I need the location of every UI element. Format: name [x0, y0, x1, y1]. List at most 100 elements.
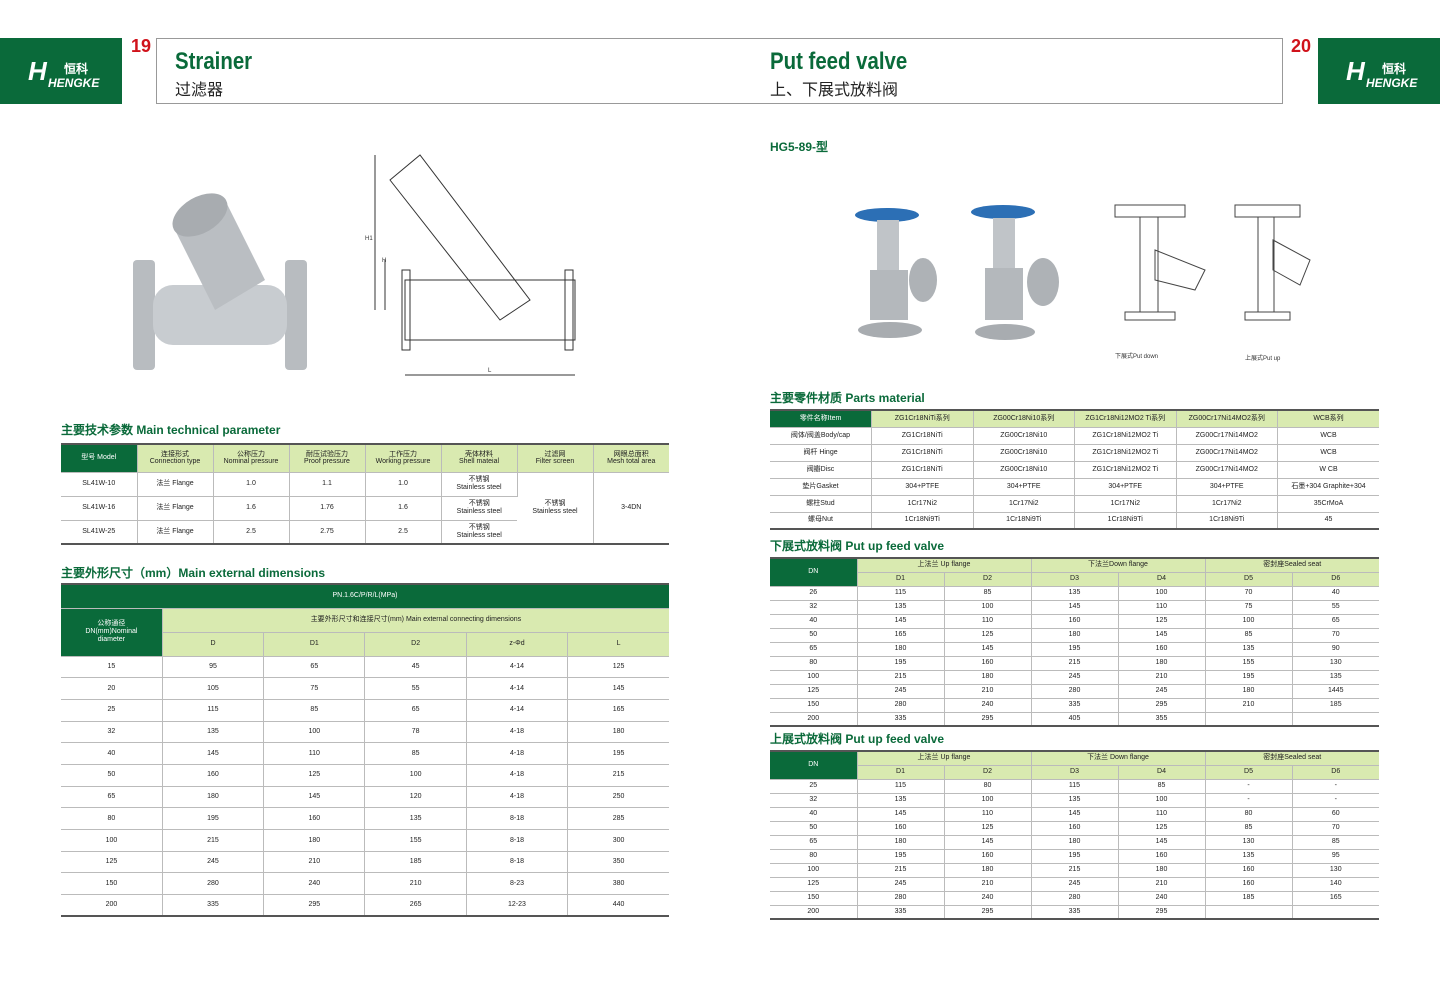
table-cell: 280: [1031, 684, 1119, 699]
table-cell: ZG00Cr17Ni14MO2: [1176, 461, 1278, 479]
logo-mark: H: [1346, 56, 1366, 86]
page-title-left: Strainer: [175, 48, 253, 75]
table-cell: ZG00Cr17Ni14MO2: [1176, 444, 1278, 462]
table-cell: 85: [364, 742, 467, 765]
table-cell: 不锈钢 Stainless steel: [517, 472, 594, 545]
table-cell: 350: [567, 851, 669, 874]
table-cell: 100: [1118, 793, 1206, 808]
table-cell: 85: [1292, 835, 1379, 850]
table-cell: 240: [263, 872, 366, 896]
table-cell: 405: [1031, 712, 1119, 727]
table-cell: 304+PTFE: [871, 478, 974, 496]
table-cell: 280: [857, 698, 945, 713]
table-cell: PN.1.6C/P/R/L(MPa): [61, 584, 669, 609]
table-row: 65 180 145 180 145 130 85: [770, 835, 1379, 850]
table-cell: 40: [1292, 586, 1379, 601]
model-label: HG5-89-型: [770, 140, 829, 154]
table-cell: 70: [1205, 586, 1293, 601]
table-cell: 130: [1205, 835, 1293, 850]
table-cell: 连接形式 Connection type: [137, 444, 214, 473]
table-cell: 300: [567, 829, 669, 852]
table-cell: 公称通径 DN(mm)Nominal diameter: [61, 608, 163, 657]
table-cell: 280: [162, 872, 265, 896]
table-cell: 100: [61, 829, 163, 852]
table-cell: 304+PTFE: [1176, 478, 1278, 496]
logo-right: H 恒科 HENGKE: [1318, 38, 1440, 104]
table-cell: 145: [567, 677, 669, 700]
logo-text: HENGKE: [48, 76, 100, 90]
table-cell: 195: [1205, 670, 1293, 685]
logo-cn: 恒科: [1382, 62, 1407, 76]
table-row: 125 245 210 185 8-18 350: [61, 851, 669, 874]
table-cell: 1Cr17Ni2: [1176, 495, 1278, 513]
table-cell: 90: [1292, 642, 1379, 657]
table-cell: 下法兰 Down flange: [1031, 751, 1206, 766]
table-cell: 4-14: [466, 677, 569, 700]
table-cell: 公称压力 Nominal pressure: [213, 444, 290, 473]
table-cell: 4-18: [466, 786, 569, 809]
table-row: 65 180 145 120 4-18 250: [61, 786, 669, 809]
header-box: [156, 38, 1283, 104]
table-cell: 165: [857, 628, 945, 643]
table-row: 80 195 160 135 8-18 285: [61, 807, 669, 830]
table-cell: 200: [770, 905, 858, 920]
table-cell: SL41W-16: [61, 496, 138, 521]
table-cell: D2: [364, 632, 467, 657]
table-row: 阀体/阀盖Body/cap ZG1Cr18NiTi ZG00Cr18Ni10 ZG1C…: [770, 427, 1379, 445]
table-cell: 8-18: [466, 851, 569, 874]
table-cell: 4-18: [466, 764, 569, 787]
table-cell: 245: [857, 684, 945, 699]
table-cell: 140: [1292, 877, 1379, 892]
table-cell: 65: [770, 835, 858, 850]
table-row: 零件名称Item ZG1Cr18NiTi系列 ZG00Cr18Ni10系列 ZG1Cr…: [770, 410, 1379, 428]
table-cell: 145: [944, 642, 1032, 657]
table-cell: 3-4DN: [593, 472, 669, 545]
table-cell: 180: [1031, 628, 1119, 643]
table-cell: 85: [263, 699, 366, 722]
table-row: D D1 D2 z-Φd L: [61, 632, 669, 657]
table-cell: 1.6: [213, 496, 290, 521]
table-cell: ZG00Cr17Ni14MO2: [1176, 427, 1278, 445]
table-row: D1 D2 D3 D4 D5 D6: [770, 765, 1379, 780]
table-cell: 335: [162, 894, 265, 917]
table-row: 40 145 110 145 110 80 60: [770, 807, 1379, 822]
table-cell: 125: [770, 877, 858, 892]
table-cell: 180: [162, 786, 265, 809]
table-cell: 135: [1031, 793, 1119, 808]
table-cell: 1445: [1292, 684, 1379, 699]
table-cell: 180: [944, 670, 1032, 685]
table-cell: 85: [1205, 628, 1293, 643]
table-cell: D1: [857, 765, 945, 780]
table-row: 80 195 160 215 180 155 130: [770, 656, 1379, 671]
table-row: 40 145 110 160 125 100 65: [770, 614, 1379, 629]
table-cell: ZG1Cr18NiTi: [871, 461, 974, 479]
table-cell: 135: [1292, 670, 1379, 685]
table-cell: SL41W-25: [61, 520, 138, 545]
table-cell: 135: [1031, 586, 1119, 601]
table-cell: 35CrMoA: [1277, 495, 1379, 513]
table-cell: 195: [1031, 849, 1119, 864]
table-cell: 210: [1118, 877, 1206, 892]
table-cell: D5: [1205, 572, 1293, 587]
table-cell: 295: [1118, 698, 1206, 713]
table-row: 200 335 295 265 12-23 440: [61, 894, 669, 917]
table-cell: 65: [364, 699, 467, 722]
table-cell: 165: [1292, 891, 1379, 906]
table-cell: 245: [1031, 877, 1119, 892]
table-cell: D5: [1205, 765, 1293, 780]
table-cell: 2.75: [289, 520, 366, 545]
table-cell: 25: [770, 779, 858, 794]
table-cell: 32: [61, 721, 163, 744]
table-cell: 45: [1277, 512, 1379, 530]
table-cell: 135: [364, 807, 467, 830]
table-cell: D1: [857, 572, 945, 587]
table-cell: 95: [1292, 849, 1379, 864]
table-cell: 240: [944, 891, 1032, 906]
table-cell: 螺柱Stud: [770, 495, 872, 513]
table-cell: -: [1292, 779, 1379, 794]
table-cell: 26: [770, 586, 858, 601]
table-cell: 壳体材料 Shell mateial: [441, 444, 518, 473]
table-row: 200 335 295 405 355: [770, 712, 1379, 727]
table-row: SL41W-10 法兰 Flange 1.0 1.1 1.0 不锈钢 Stainless …: [61, 472, 669, 545]
put-up-dimensions-table: DN 上法兰 Up flange 下法兰 Down flange 密封座Sealed …: [770, 750, 1379, 920]
